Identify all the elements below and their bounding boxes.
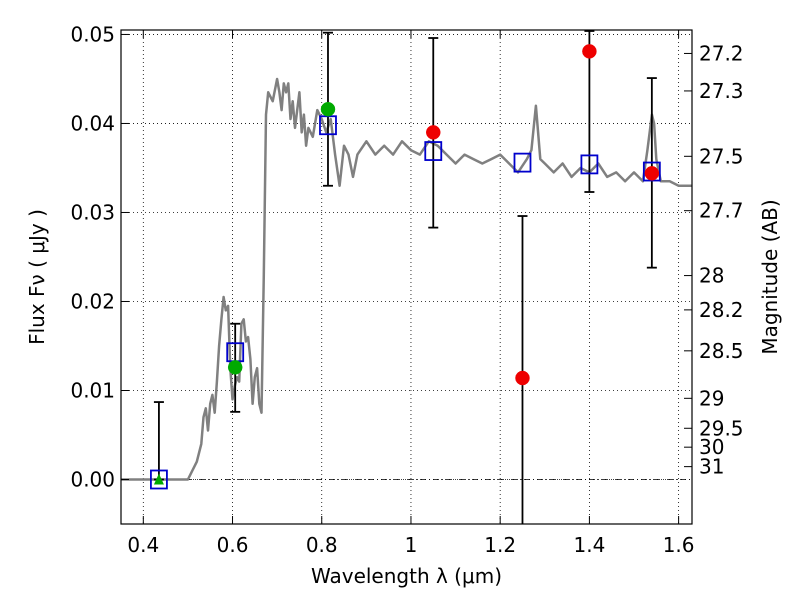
mag-tick-label: 28 bbox=[699, 264, 724, 288]
x-tick-label: 1 bbox=[405, 533, 418, 557]
mag-tick-label: 27.2 bbox=[699, 41, 744, 65]
observed-point bbox=[644, 166, 660, 181]
observed-point bbox=[426, 125, 441, 140]
model-photometry-square bbox=[513, 152, 532, 173]
mag-tick-label: 31 bbox=[699, 455, 724, 479]
y-tick-label: 0.01 bbox=[70, 378, 115, 402]
mag-tick-label: 30 bbox=[699, 435, 724, 459]
model-spectrum-line bbox=[121, 77, 692, 481]
x-axis-label: Wavelength λ (μm) bbox=[311, 564, 502, 588]
x-tick-label: 1.4 bbox=[573, 533, 605, 557]
y-tick-label: 0.02 bbox=[70, 289, 115, 313]
model-photometry-square bbox=[580, 154, 599, 175]
mag-tick-label: 27.3 bbox=[699, 79, 744, 103]
y-tick-label: 0.00 bbox=[70, 467, 115, 491]
mag-tick-label: 29.5 bbox=[699, 416, 744, 440]
y2-axis-label: Magnitude (AB) bbox=[758, 199, 782, 354]
x-tick-label: 0.6 bbox=[217, 533, 249, 557]
y-tick-label: 0.04 bbox=[70, 111, 115, 135]
x-tick-label: 0.8 bbox=[306, 533, 338, 557]
observed-point bbox=[320, 101, 336, 117]
observed-point bbox=[227, 360, 243, 375]
mag-tick-label: 28.5 bbox=[699, 339, 744, 363]
x-tick-label: 0.4 bbox=[127, 533, 159, 557]
mag-tick-label: 27.5 bbox=[699, 144, 744, 168]
plot-frame bbox=[120, 29, 693, 525]
mag-tick-label: 28.2 bbox=[699, 298, 744, 322]
x-tick-label: 1.6 bbox=[663, 533, 695, 557]
x-tick-label: 1.2 bbox=[484, 533, 516, 557]
observed-point bbox=[515, 370, 530, 386]
model-photometry-square bbox=[424, 141, 443, 161]
y-tick-label: 0.03 bbox=[70, 200, 115, 224]
observed-point bbox=[582, 44, 597, 59]
y-tick-label: 0.05 bbox=[70, 22, 115, 46]
mag-tick-label: 27.7 bbox=[699, 199, 744, 223]
upper-limit-triangle bbox=[153, 473, 164, 485]
mag-tick-label: 29 bbox=[699, 386, 724, 410]
y-axis-label: Flux Fν ( μJy ) bbox=[25, 209, 49, 345]
model-photometry-square bbox=[150, 469, 168, 490]
